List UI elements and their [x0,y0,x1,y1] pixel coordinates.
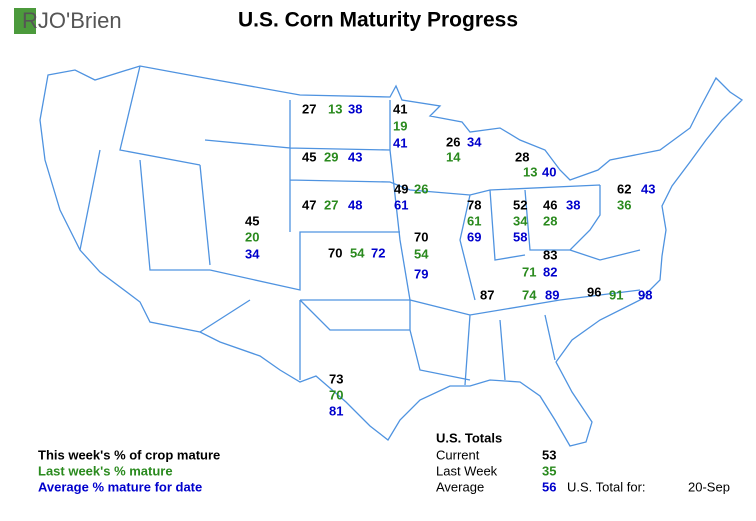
state-current: 70 [328,245,342,260]
state-average: 69 [467,229,481,244]
state-last-week: 71 [522,264,536,279]
state-average: 40 [542,164,556,179]
state-last-week: 34 [513,213,528,228]
state-current: 41 [393,101,407,116]
us-outline [39,65,744,447]
state-borders [79,65,641,386]
state-average: 72 [371,245,385,260]
state-current: 96 [587,284,601,299]
state-current: 28 [515,149,529,164]
state-last-week: 29 [324,149,338,164]
state-average: 38 [566,197,580,212]
totals-value: 53 [542,447,556,462]
state-last-week: 26 [414,181,428,196]
state-current: 47 [302,197,316,212]
state-current: 45 [245,213,259,228]
state-last-week: 91 [609,287,623,302]
state-current: 52 [513,197,527,212]
date: 20-Sep [688,479,730,494]
state-average: 34 [467,134,482,149]
state-average: 43 [641,181,655,196]
state-last-week: 14 [446,149,461,164]
totals-value: 56 [542,479,556,494]
state-current: 49 [394,181,408,196]
logo-mark [14,8,36,34]
state-last-week: 70 [329,387,343,402]
state-last-week: 13 [328,101,342,116]
state-last-week: 54 [350,245,365,260]
state-last-week: 61 [467,213,481,228]
state-current: 26 [446,134,460,149]
logo: RJO'Brien [22,8,122,33]
state-last-week: 13 [523,164,537,179]
state-average: 48 [348,197,362,212]
totals-title: U.S. Totals [436,430,502,445]
totals-label: Last Week [436,463,498,478]
state-current: 70 [414,229,428,244]
state-average: 89 [545,287,559,302]
state-current: 73 [329,371,343,386]
state-last-week: 27 [324,197,338,212]
legend-current: This week's % of crop mature [38,447,220,462]
state-last-week: 20 [245,229,259,244]
totals-label: Current [436,447,480,462]
totals-value: 35 [542,463,556,478]
legend-last-week: Last week's % mature [38,463,173,478]
state-current: 83 [543,247,557,262]
state-average: 38 [348,101,362,116]
us-map [39,65,744,447]
state-average: 34 [245,246,260,261]
title: U.S. Corn Maturity Progress [238,9,518,32]
legend-average: Average % mature for date [38,479,202,494]
state-last-week: 36 [617,197,631,212]
state-current: 87 [480,287,494,302]
totals-label: Average [436,479,484,494]
state-current: 45 [302,149,316,164]
state-average: 79 [414,266,428,281]
state-average: 43 [348,149,362,164]
state-current: 78 [467,197,481,212]
state-last-week: 54 [414,246,429,261]
state-average: 81 [329,403,343,418]
state-average: 82 [543,264,557,279]
state-last-week: 74 [522,287,537,302]
state-average: 61 [394,197,408,212]
state-current: 46 [543,197,557,212]
state-current: 27 [302,101,316,116]
state-average: 98 [638,287,652,302]
state-current: 62 [617,181,631,196]
date-label: U.S. Total for: [567,479,646,494]
state-average: 41 [393,135,407,150]
state-last-week: 19 [393,118,407,133]
state-average: 58 [513,229,527,244]
state-last-week: 28 [543,213,557,228]
